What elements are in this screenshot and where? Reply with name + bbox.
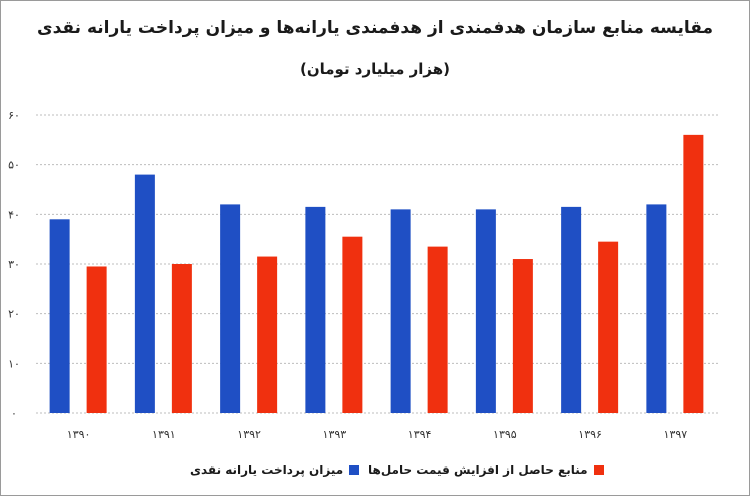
x-tick-label: ۱۳۹۷ xyxy=(664,428,688,441)
y-tick-label: ۰ xyxy=(11,407,17,420)
y-tick-label: ۳۰ xyxy=(8,258,20,271)
bar-fuel-revenue xyxy=(683,134,704,413)
bar-cash-subsidy xyxy=(475,209,496,413)
x-tick-label: ۱۳۹۰ xyxy=(67,428,91,441)
bar-cash-subsidy xyxy=(49,219,70,413)
bar-fuel-revenue xyxy=(257,256,278,413)
bar-cash-subsidy xyxy=(390,209,411,413)
x-tick-label: ۱۳۹۳ xyxy=(323,428,347,441)
x-tick-label: ۱۳۹۴ xyxy=(408,428,432,441)
legend-item-fuel-revenue: منابع حاصل از افزایش قیمت حامل‌ها xyxy=(368,460,604,480)
legend-label-fuel-revenue: منابع حاصل از افزایش قیمت حامل‌ها xyxy=(368,463,588,477)
bar-fuel-revenue xyxy=(342,236,363,413)
y-tick-label: ۵۰ xyxy=(8,159,20,172)
chart-title: مقایسه منابع سازمان هدفمندی از هدفمندی ی… xyxy=(37,18,713,38)
x-tick-label: ۱۳۹۵ xyxy=(493,428,517,441)
bar-cash-subsidy xyxy=(220,204,241,413)
bar-fuel-revenue xyxy=(86,266,107,413)
bar-fuel-revenue xyxy=(427,246,448,413)
x-tick-label: ۱۳۹۶ xyxy=(578,428,602,441)
y-tick-label: ۶۰ xyxy=(8,109,20,122)
y-tick-label: ۱۰ xyxy=(8,357,20,370)
bar-fuel-revenue xyxy=(171,264,192,413)
bar-cash-subsidy xyxy=(305,206,326,413)
bar-cash-subsidy xyxy=(646,204,667,413)
legend-item-cash-subsidy: میزان پرداخت یارانه نقدی xyxy=(190,460,360,480)
x-tick-label: ۱۳۹۲ xyxy=(237,428,261,441)
bar-fuel-revenue xyxy=(512,259,533,413)
x-tick-label: ۱۳۹۱ xyxy=(152,428,176,441)
legend-swatch-cash-subsidy xyxy=(349,465,360,475)
legend-label-cash-subsidy: میزان پرداخت یارانه نقدی xyxy=(190,463,344,477)
y-tick-label: ۴۰ xyxy=(8,208,20,221)
legend-swatch-fuel-revenue xyxy=(593,465,604,475)
y-tick-label: ۲۰ xyxy=(8,308,20,321)
bar-cash-subsidy xyxy=(134,174,155,413)
bar-cash-subsidy xyxy=(561,206,582,413)
bar-fuel-revenue xyxy=(598,241,619,413)
chart-subtitle: (هزار میلیارد تومان) xyxy=(299,60,451,78)
